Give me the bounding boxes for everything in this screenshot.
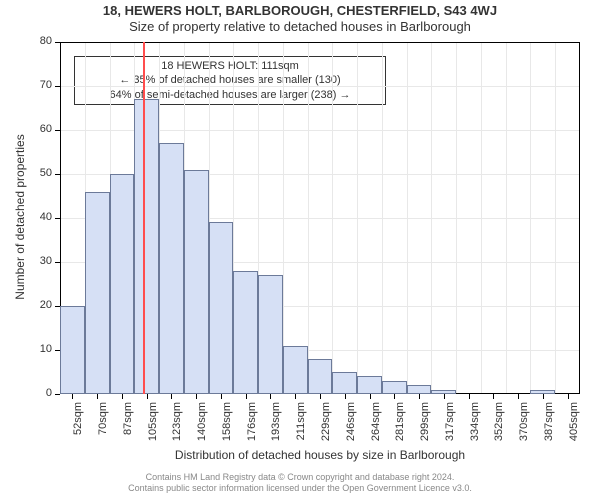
histogram-bar (332, 372, 357, 394)
x-tick (147, 394, 148, 399)
x-tick-label: 229sqm (320, 402, 332, 452)
x-tick (345, 394, 346, 399)
x-tick-label: 70sqm (97, 402, 109, 452)
annotation-line: 18 HEWERS HOLT: 111sqm (79, 59, 381, 73)
gridline-v (530, 43, 531, 393)
y-tick (55, 42, 60, 43)
histogram-bar (233, 271, 258, 394)
y-tick-label: 10 (22, 343, 52, 355)
y-tick (55, 218, 60, 219)
x-tick-label: 352sqm (493, 402, 505, 452)
x-tick (518, 394, 519, 399)
y-tick-label: 80 (22, 35, 52, 47)
x-tick-label: 52sqm (72, 402, 84, 452)
x-tick (221, 394, 222, 399)
x-tick-label: 317sqm (444, 402, 456, 452)
page-title: 18, HEWERS HOLT, BARLBOROUGH, CHESTERFIE… (0, 0, 600, 18)
histogram-bar (407, 385, 432, 394)
histogram-bar (85, 192, 110, 394)
y-tick (55, 394, 60, 395)
histogram-bar (283, 346, 308, 394)
histogram-bar (530, 390, 555, 394)
y-tick (55, 86, 60, 87)
y-tick-label: 30 (22, 255, 52, 267)
annotation-box: 18 HEWERS HOLT: 111sqm ← 35% of detached… (74, 56, 386, 105)
x-tick-label: 105sqm (147, 402, 159, 452)
x-tick-label: 281sqm (394, 402, 406, 452)
x-tick-label: 140sqm (196, 402, 208, 452)
x-tick-label: 158sqm (221, 402, 233, 452)
x-tick (568, 394, 569, 399)
gridline-v (357, 43, 358, 393)
x-tick (493, 394, 494, 399)
x-tick (419, 394, 420, 399)
gridline-v (431, 43, 432, 393)
gridline-v (332, 43, 333, 393)
x-tick-label: 176sqm (246, 402, 258, 452)
x-tick (469, 394, 470, 399)
histogram-bar (258, 275, 283, 394)
x-tick (171, 394, 172, 399)
y-tick-label: 70 (22, 79, 52, 91)
x-tick-label: 405sqm (568, 402, 580, 452)
x-tick-label: 123sqm (171, 402, 183, 452)
x-tick-label: 246sqm (345, 402, 357, 452)
gridline-v (555, 43, 556, 393)
y-tick (55, 174, 60, 175)
x-tick-label: 387sqm (543, 402, 555, 452)
x-tick-label: 211sqm (295, 402, 307, 452)
histogram-bar (159, 143, 184, 394)
histogram-bar (60, 306, 85, 394)
x-tick (270, 394, 271, 399)
gridline-v (481, 43, 482, 393)
gridline-v (283, 43, 284, 393)
x-tick-label: 370sqm (518, 402, 530, 452)
histogram-bar (110, 174, 135, 394)
x-tick (246, 394, 247, 399)
gridline-v (407, 43, 408, 393)
y-tick-label: 50 (22, 167, 52, 179)
page-subtitle: Size of property relative to detached ho… (0, 18, 600, 34)
gridline-h (61, 86, 579, 87)
histogram-bar (357, 376, 382, 394)
gridline-v (506, 43, 507, 393)
histogram-bar (431, 390, 456, 394)
x-tick (370, 394, 371, 399)
x-tick-label: 299sqm (419, 402, 431, 452)
x-tick-label: 193sqm (270, 402, 282, 452)
y-tick (55, 262, 60, 263)
x-tick-label: 264sqm (370, 402, 382, 452)
x-tick (122, 394, 123, 399)
y-tick (55, 130, 60, 131)
histogram-bar (184, 170, 209, 394)
y-tick-label: 20 (22, 299, 52, 311)
histogram-bar (209, 222, 234, 394)
gridline-v (382, 43, 383, 393)
x-tick (320, 394, 321, 399)
y-tick-label: 40 (22, 211, 52, 223)
x-tick-label: 87sqm (122, 402, 134, 452)
histogram-bar (134, 99, 159, 394)
x-tick (444, 394, 445, 399)
x-tick-label: 334sqm (469, 402, 481, 452)
x-tick (543, 394, 544, 399)
reference-marker (143, 42, 145, 394)
y-tick-label: 60 (22, 123, 52, 135)
x-tick (295, 394, 296, 399)
footer-line: Contains HM Land Registry data © Crown c… (0, 472, 600, 483)
histogram-bar (308, 359, 333, 394)
gridline-v (308, 43, 309, 393)
histogram-bar (382, 381, 407, 394)
annotation-line: 64% of semi-detached houses are larger (… (79, 88, 381, 102)
x-tick (196, 394, 197, 399)
y-tick-label: 0 (22, 387, 52, 399)
footer-credits: Contains HM Land Registry data © Crown c… (0, 472, 600, 494)
x-tick (394, 394, 395, 399)
x-tick (72, 394, 73, 399)
footer-line: Contains public sector information licen… (0, 483, 600, 494)
x-tick (97, 394, 98, 399)
gridline-v (456, 43, 457, 393)
